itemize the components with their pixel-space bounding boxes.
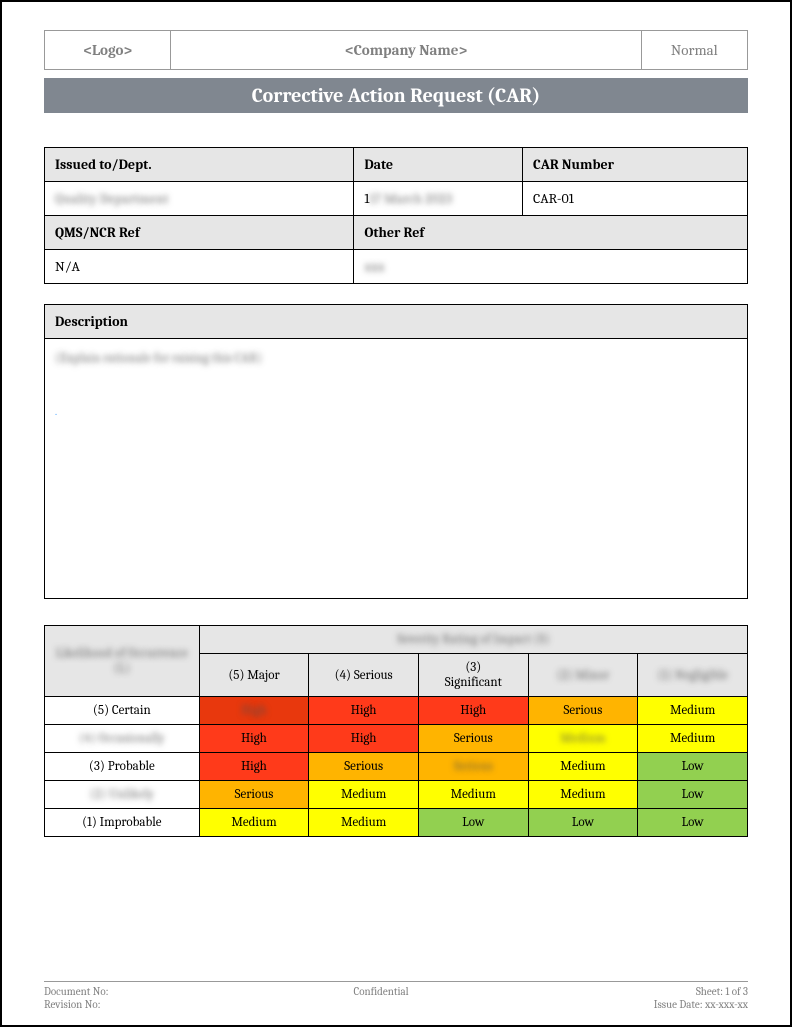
risk-cell: Medium bbox=[638, 697, 748, 725]
description-placeholder: (Explain rationale for raising this CAR) bbox=[55, 351, 262, 366]
doc-footer: Document No: Revision No: Confidential S… bbox=[44, 981, 748, 1011]
other-ref-value: xxx bbox=[354, 250, 748, 284]
risk-cell: Serious bbox=[418, 725, 528, 753]
likelihood-row-label: (1) Improbable bbox=[45, 809, 200, 837]
risk-cell: Medium bbox=[309, 809, 419, 837]
issue-date: Issue Date: xx-xxx-xx bbox=[654, 998, 748, 1011]
risk-cell: Medium bbox=[309, 781, 419, 809]
company-name: <Company Name> bbox=[171, 31, 641, 69]
confidential: Confidential bbox=[109, 985, 654, 998]
qms-label: QMS/NCR Ref bbox=[45, 216, 354, 250]
likelihood-header: Likelihood of Occurrence (L) bbox=[45, 626, 200, 697]
description-table: Description (Explain rationale for raisi… bbox=[44, 304, 748, 599]
footer-right: Sheet: 1 of 3 Issue Date: xx-xxx-xx bbox=[654, 985, 748, 1011]
likelihood-row-label: (5) Certain bbox=[45, 697, 200, 725]
risk-cell: Medium bbox=[528, 781, 638, 809]
risk-cell: Medium bbox=[528, 725, 638, 753]
risk-cell: High bbox=[199, 753, 309, 781]
risk-cell: High bbox=[309, 697, 419, 725]
risk-cell: Medium bbox=[418, 781, 528, 809]
date-value: 117 March 2023 bbox=[354, 182, 523, 216]
severity-header: Severity Rating of Impact (S) bbox=[199, 626, 747, 654]
page-title: Corrective Action Request (CAR) bbox=[44, 78, 748, 113]
risk-matrix: Likelihood of Occurrence (L) Severity Ra… bbox=[44, 625, 748, 837]
issued-to-label: Issued to/Dept. bbox=[45, 148, 354, 182]
cursor-dot: . bbox=[55, 406, 737, 418]
risk-cell: Medium bbox=[199, 809, 309, 837]
date-label: Date bbox=[354, 148, 523, 182]
risk-cell: Serious bbox=[309, 753, 419, 781]
risk-cell: Serious bbox=[528, 697, 638, 725]
severity-col-header: (1) Negligible bbox=[638, 654, 748, 697]
risk-cell: Serious bbox=[199, 781, 309, 809]
risk-cell: Low bbox=[528, 809, 638, 837]
risk-cell: Low bbox=[418, 809, 528, 837]
risk-cell: Low bbox=[638, 781, 748, 809]
risk-cell: Medium bbox=[528, 753, 638, 781]
qms-value: N/A bbox=[45, 250, 354, 284]
footer-center: Confidential bbox=[109, 985, 654, 1011]
risk-cell: High bbox=[418, 697, 528, 725]
risk-cell: High bbox=[309, 725, 419, 753]
doc-no: Document No: bbox=[44, 985, 109, 998]
issued-to-value: Quality Department bbox=[45, 182, 354, 216]
likelihood-row-label: (3) Probable bbox=[45, 753, 200, 781]
info-table: Issued to/Dept. Date CAR Number Quality … bbox=[44, 147, 748, 284]
likelihood-row-label: (2) Unlikely bbox=[45, 781, 200, 809]
description-label: Description bbox=[45, 305, 748, 339]
car-number-value: CAR-01 bbox=[523, 182, 748, 216]
severity-col-header: (2) Minor bbox=[528, 654, 638, 697]
risk-cell: Low bbox=[638, 809, 748, 837]
footer-left: Document No: Revision No: bbox=[44, 985, 109, 1011]
other-ref-label: Other Ref bbox=[354, 216, 748, 250]
severity-col-header: (4) Serious bbox=[309, 654, 419, 697]
likelihood-row-label: (4) Occasionally bbox=[45, 725, 200, 753]
rev-no: Revision No: bbox=[44, 998, 109, 1011]
car-number-label: CAR Number bbox=[523, 148, 748, 182]
doc-header: <Logo> <Company Name> Normal bbox=[44, 30, 748, 70]
logo-placeholder: <Logo> bbox=[45, 31, 171, 69]
description-body[interactable]: (Explain rationale for raising this CAR)… bbox=[45, 339, 748, 599]
risk-cell: Serious bbox=[418, 753, 528, 781]
severity-col-header: (3)Significant bbox=[418, 654, 528, 697]
risk-cell: High bbox=[199, 697, 309, 725]
sheet: Sheet: 1 of 3 bbox=[654, 985, 748, 998]
risk-cell: Medium bbox=[638, 725, 748, 753]
risk-cell: Low bbox=[638, 753, 748, 781]
severity-col-header: (5) Major bbox=[199, 654, 309, 697]
doc-status: Normal bbox=[642, 31, 747, 69]
risk-cell: High bbox=[199, 725, 309, 753]
